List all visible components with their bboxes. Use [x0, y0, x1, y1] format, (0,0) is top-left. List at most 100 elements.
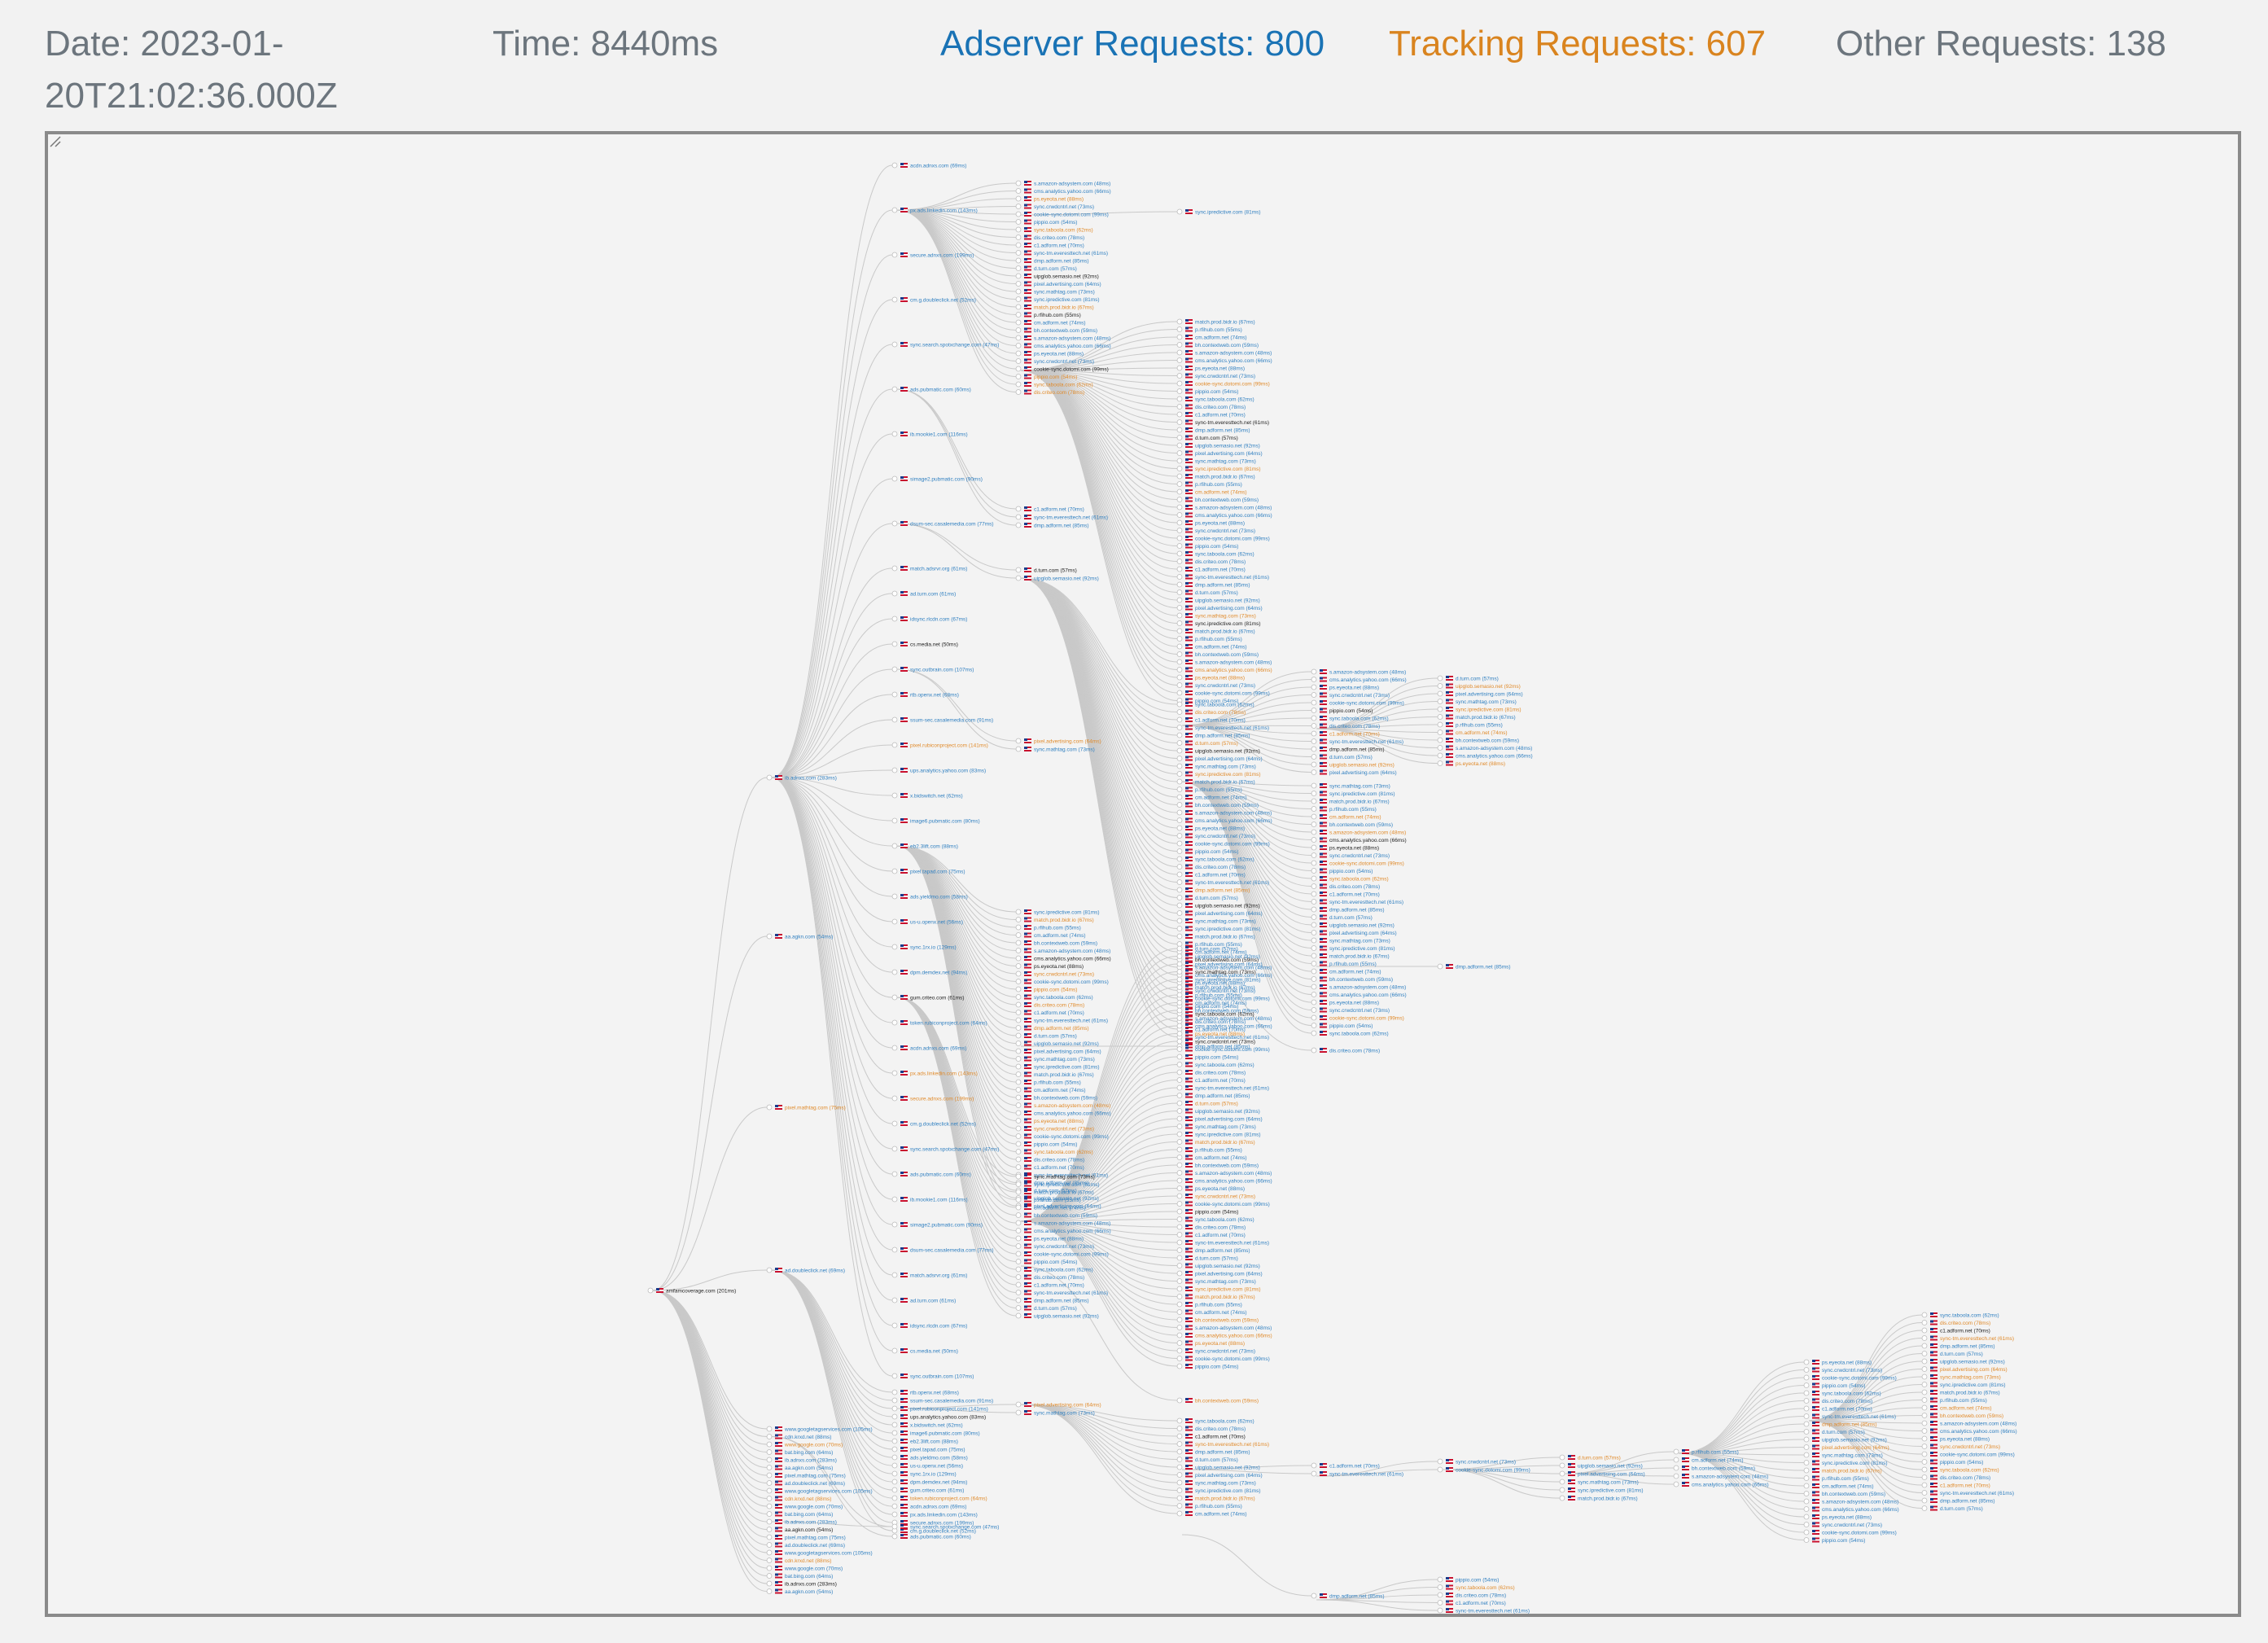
node-circle-icon[interactable]: [1437, 706, 1443, 712]
node-circle-icon[interactable]: [1015, 1181, 1022, 1187]
tree-node[interactable]: pixel.tapad.com (75ms): [891, 868, 965, 875]
tree-node[interactable]: dis.criteo.com (78ms): [1921, 1320, 1990, 1327]
node-circle-icon[interactable]: [891, 1221, 898, 1228]
node-circle-icon[interactable]: [766, 1449, 773, 1455]
tree-node[interactable]: dpm.demdex.net (94ms): [891, 1479, 967, 1486]
node-circle-icon[interactable]: [1176, 1286, 1183, 1292]
tree-node[interactable]: ps.eyeota.net (88ms): [1176, 1340, 1245, 1347]
node-circle-icon[interactable]: [1921, 1312, 1928, 1318]
tree-node[interactable]: match.prod.bidr.io (67ms): [1176, 1139, 1255, 1146]
tree-node[interactable]: pixel.advertising.com (64ms): [1176, 450, 1263, 458]
node-circle-icon[interactable]: [1015, 1149, 1022, 1154]
node-circle-icon[interactable]: [891, 590, 898, 597]
node-circle-icon[interactable]: [1176, 1495, 1183, 1501]
tree-node[interactable]: pixel.mathtag.com (75ms): [766, 1104, 846, 1111]
tree-node[interactable]: cms.analytics.yahoo.com (66ms): [1803, 1506, 1899, 1514]
tree-node[interactable]: sync-tm.everesttech.net (61ms): [1015, 514, 1108, 521]
node-circle-icon[interactable]: [1015, 1204, 1022, 1211]
node-circle-icon[interactable]: [891, 1095, 898, 1102]
node-circle-icon[interactable]: [1176, 902, 1183, 909]
node-circle-icon[interactable]: [766, 1549, 773, 1556]
node-circle-icon[interactable]: [1015, 389, 1022, 395]
tree-node[interactable]: pippio.com (54ms): [1015, 1259, 1077, 1266]
node-circle-icon[interactable]: [891, 716, 898, 723]
node-circle-icon[interactable]: [1176, 817, 1183, 823]
tree-node[interactable]: cm.adform.net (74ms): [1176, 334, 1247, 341]
tree-node[interactable]: sync.ipredictive.com (81ms): [1176, 1487, 1261, 1495]
tree-node[interactable]: uipglob.semasio.net (92ms): [1176, 442, 1260, 449]
tree-node[interactable]: sync.mathtag.com (73ms): [1176, 763, 1256, 770]
node-circle-icon[interactable]: [1015, 1079, 1022, 1085]
tree-node[interactable]: sync.taboola.com (62ms): [1015, 1266, 1093, 1273]
tree-node[interactable]: cms.analytics.yahoo.com (66ms): [1176, 817, 1272, 825]
node-circle-icon[interactable]: [1559, 1470, 1565, 1477]
tree-node[interactable]: bat.bing.com (64ms): [766, 1449, 833, 1457]
tree-node[interactable]: dmp.adform.net (85ms): [1803, 1421, 1877, 1428]
node-circle-icon[interactable]: [1803, 1506, 1810, 1512]
tree-node[interactable]: cookie-sync.dotomi.com (99ms): [1803, 1374, 1897, 1382]
node-circle-icon[interactable]: [1015, 288, 1022, 295]
tree-node[interactable]: sync.ipredictive.com (81ms): [1176, 1131, 1261, 1138]
node-circle-icon[interactable]: [1176, 887, 1183, 893]
tree-node[interactable]: sync.mathtag.com (73ms): [1015, 1409, 1095, 1417]
tree-node[interactable]: match.prod.bidr.io (67ms): [1015, 304, 1094, 311]
tree-node[interactable]: cm.adform.net (74ms): [1311, 968, 1381, 975]
tree-node[interactable]: s.amazon-adsystem.com (48ms): [1176, 659, 1272, 666]
tree-node[interactable]: cm.adform.net (74ms): [1176, 1154, 1247, 1162]
node-circle-icon[interactable]: [891, 1503, 898, 1509]
node-circle-icon[interactable]: [1176, 1146, 1183, 1153]
node-circle-icon[interactable]: [1311, 1007, 1317, 1013]
tree-node[interactable]: d.turn.com (57ms): [1015, 1032, 1077, 1040]
node-circle-icon[interactable]: [891, 817, 898, 824]
tree-node[interactable]: sync.mathtag.com (73ms): [1015, 1056, 1095, 1063]
node-circle-icon[interactable]: [1015, 1164, 1022, 1170]
node-circle-icon[interactable]: [1921, 1389, 1928, 1395]
node-circle-icon[interactable]: [1437, 752, 1443, 759]
node-circle-icon[interactable]: [766, 1487, 773, 1494]
tree-node[interactable]: sync-tm.everesttech.net (61ms): [1311, 738, 1403, 746]
tree-node[interactable]: dis.criteo.com (78ms): [1311, 883, 1380, 891]
tree-node[interactable]: bh.contextweb.com (59ms): [1176, 1162, 1259, 1169]
node-circle-icon[interactable]: [1559, 1479, 1565, 1485]
node-circle-icon[interactable]: [1311, 1470, 1317, 1477]
tree-node[interactable]: cookie-sync.dotomi.com (99ms): [1176, 690, 1270, 697]
tree-node[interactable]: ib.mookie1.com (116ms): [891, 1196, 968, 1203]
tree-node[interactable]: sync-tm.everesttech.net (61ms): [1176, 1084, 1269, 1092]
tree-node[interactable]: cm.g.doubleclick.net (52ms): [891, 296, 976, 304]
tree-node[interactable]: sync.search.spotxchange.com (47ms): [891, 341, 999, 348]
node-circle-icon[interactable]: [1176, 208, 1183, 215]
tree-node[interactable]: c1.adform.net (70ms): [1015, 506, 1084, 513]
node-circle-icon[interactable]: [1015, 1312, 1022, 1319]
node-circle-icon[interactable]: [1015, 242, 1022, 248]
tree-node[interactable]: dpm.demdex.net (94ms): [891, 969, 967, 976]
tree-node[interactable]: cookie-sync.dotomi.com (99ms): [1921, 1451, 2015, 1458]
node-circle-icon[interactable]: [1015, 1409, 1022, 1416]
tree-node[interactable]: px.ads.linkedin.com (143ms): [891, 1511, 978, 1518]
node-circle-icon[interactable]: [1015, 1305, 1022, 1311]
node-circle-icon[interactable]: [1803, 1390, 1810, 1396]
tree-node[interactable]: sync.outbrain.com (107ms): [891, 666, 974, 673]
node-circle-icon[interactable]: [891, 1511, 898, 1518]
tree-node[interactable]: p.rfihub.com (55ms): [1015, 1197, 1081, 1204]
tree-node[interactable]: dmp.adform.net (85ms): [1176, 887, 1250, 894]
tree-node[interactable]: s.amazon-adsystem.com (48ms): [1015, 948, 1110, 955]
node-circle-icon[interactable]: [1921, 1382, 1928, 1387]
node-circle-icon[interactable]: [1176, 976, 1183, 983]
node-circle-icon[interactable]: [1176, 1007, 1183, 1014]
node-circle-icon[interactable]: [1176, 1031, 1183, 1036]
node-circle-icon[interactable]: [1437, 690, 1443, 697]
node-circle-icon[interactable]: [1311, 930, 1317, 935]
node-circle-icon[interactable]: [891, 475, 898, 482]
node-circle-icon[interactable]: [1673, 1481, 1679, 1487]
tree-node[interactable]: sync.taboola.com (62ms): [1015, 994, 1093, 1001]
tree-node[interactable]: pippio.com (54ms): [1437, 1576, 1499, 1584]
node-circle-icon[interactable]: [891, 1146, 898, 1152]
node-circle-icon[interactable]: [891, 1523, 898, 1530]
tree-node[interactable]: sync.crwdcntrl.net (73ms): [1015, 1125, 1094, 1133]
node-circle-icon[interactable]: [1176, 1100, 1183, 1106]
tree-node[interactable]: aa.agkn.com (54ms): [766, 1465, 833, 1472]
tree-node[interactable]: aa.agkn.com (54ms): [766, 1527, 833, 1534]
node-circle-icon[interactable]: [1015, 374, 1022, 379]
tree-node[interactable]: sync.crwdcntrl.net (73ms): [1176, 1347, 1255, 1355]
tree-node[interactable]: sync.taboola.com (62ms): [1176, 1417, 1254, 1425]
